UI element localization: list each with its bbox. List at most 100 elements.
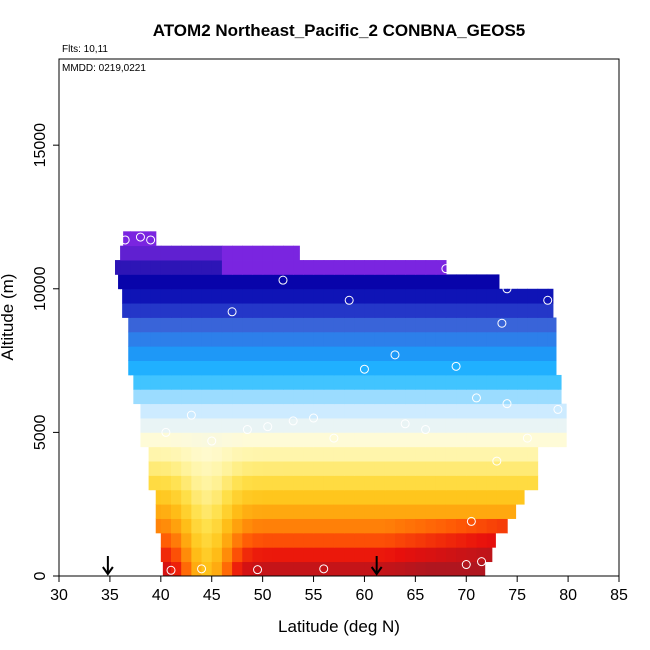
- heatmap-cell: [303, 317, 315, 333]
- heatmap-cell: [395, 547, 406, 563]
- heatmap-cell: [221, 547, 233, 563]
- heatmap-cell: [150, 260, 162, 275]
- heatmap-cell: [466, 418, 478, 433]
- heatmap-cell: [425, 389, 437, 405]
- heatmap-cell: [425, 288, 437, 304]
- observation-point: [502, 399, 512, 409]
- heatmap-cell: [517, 461, 528, 476]
- heatmap-cell: [435, 346, 447, 361]
- heatmap-cell: [466, 274, 478, 290]
- heatmap-cell: [384, 389, 396, 405]
- heatmap-cell: [211, 489, 223, 505]
- heatmap-cell: [486, 288, 498, 304]
- heatmap-cell: [293, 432, 304, 448]
- heatmap-cell: [211, 403, 223, 419]
- heatmap-cell: [221, 432, 233, 448]
- heatmap-cell: [456, 489, 467, 505]
- heatmap-cell: [486, 446, 498, 462]
- heatmap-cell: [415, 518, 427, 534]
- heatmap-cell: [232, 360, 243, 376]
- heatmap-cell: [415, 374, 427, 390]
- heatmap-cell: [425, 374, 437, 390]
- heatmap-cell: [150, 403, 162, 419]
- heatmap-cell: [120, 260, 131, 275]
- heatmap-cell: [476, 288, 488, 304]
- heatmap-cell: [221, 532, 233, 548]
- heatmap-cell: [283, 475, 294, 491]
- heatmap-cell: [333, 274, 345, 290]
- x-tick-label: 55: [305, 587, 323, 604]
- heatmap-cell: [181, 446, 192, 462]
- heatmap-cell: [293, 461, 304, 476]
- heatmap-cell: [303, 403, 315, 419]
- observation-point: [242, 425, 252, 435]
- heatmap-cell: [171, 374, 182, 390]
- heatmap-cell: [201, 561, 213, 577]
- heatmap-cell: [517, 317, 528, 333]
- heatmap-cell: [445, 532, 457, 548]
- heatmap-cell: [486, 547, 493, 563]
- heatmap-cell: [456, 561, 467, 577]
- heatmap-cell: [262, 331, 274, 347]
- heatmap-cell: [344, 418, 355, 433]
- heatmap-cell: [150, 461, 162, 476]
- heatmap-cell: [150, 432, 162, 448]
- heatmap-cell: [232, 418, 243, 433]
- heatmap-cell: [303, 374, 315, 390]
- heatmap-cell: [374, 374, 386, 390]
- heatmap-cell: [445, 331, 457, 347]
- heatmap-cell: [456, 374, 467, 390]
- heatmap-cell: [333, 489, 345, 505]
- heatmap-cell: [181, 346, 192, 361]
- heatmap-cell: [252, 245, 264, 261]
- heatmap-cell: [130, 231, 142, 247]
- heatmap-cell: [445, 446, 457, 462]
- heatmap-cell: [384, 403, 396, 419]
- heatmap-cell: [171, 518, 182, 534]
- heatmap-cell: [395, 461, 406, 476]
- heatmap-cell: [435, 446, 447, 462]
- heatmap-cell: [405, 389, 416, 405]
- heatmap-cell: [155, 504, 162, 519]
- heatmap-cell: [283, 432, 294, 448]
- heatmap-cell: [323, 403, 335, 419]
- heatmap-cell: [171, 360, 182, 376]
- heatmap-cell: [232, 303, 243, 318]
- heatmap-cell: [395, 260, 406, 275]
- heatmap-cell: [344, 403, 355, 419]
- heatmap-cell: [221, 274, 233, 290]
- heatmap-cell: [128, 331, 131, 347]
- heatmap-cell: [191, 245, 203, 261]
- heatmap-cell: [262, 561, 274, 577]
- heatmap-cell: [445, 274, 457, 290]
- heatmap-cell: [456, 532, 467, 548]
- heatmap-cells: [115, 231, 567, 577]
- heatmap-cell: [354, 446, 366, 462]
- heatmap-cell: [272, 288, 284, 304]
- heatmap-cell: [313, 432, 325, 448]
- heatmap-cell: [354, 475, 366, 491]
- heatmap-cell: [374, 331, 386, 347]
- heatmap-cell: [221, 346, 233, 361]
- heatmap-cell: [374, 461, 386, 476]
- heatmap-cell: [232, 346, 243, 361]
- heatmap-cell: [160, 432, 172, 448]
- heatmap-cell: [364, 561, 376, 577]
- heatmap-cell: [486, 274, 498, 290]
- heatmap-cell: [425, 303, 437, 318]
- heatmap-cell: [272, 260, 284, 275]
- heatmap-cell: [384, 475, 396, 491]
- heatmap-cell: [160, 403, 172, 419]
- heatmap-cell: [405, 461, 416, 476]
- heatmap-cell: [425, 360, 437, 376]
- heatmap-cell: [507, 288, 518, 304]
- heatmap-cell: [466, 489, 478, 505]
- heatmap-cell: [252, 461, 264, 476]
- heatmap-cell: [201, 461, 213, 476]
- heatmap-cell: [425, 518, 437, 534]
- heatmap-cell: [496, 446, 508, 462]
- heatmap-cell: [191, 547, 203, 563]
- heatmap-cell: [354, 418, 366, 433]
- heatmap-cell: [384, 561, 396, 577]
- heatmap-cell: [160, 317, 172, 333]
